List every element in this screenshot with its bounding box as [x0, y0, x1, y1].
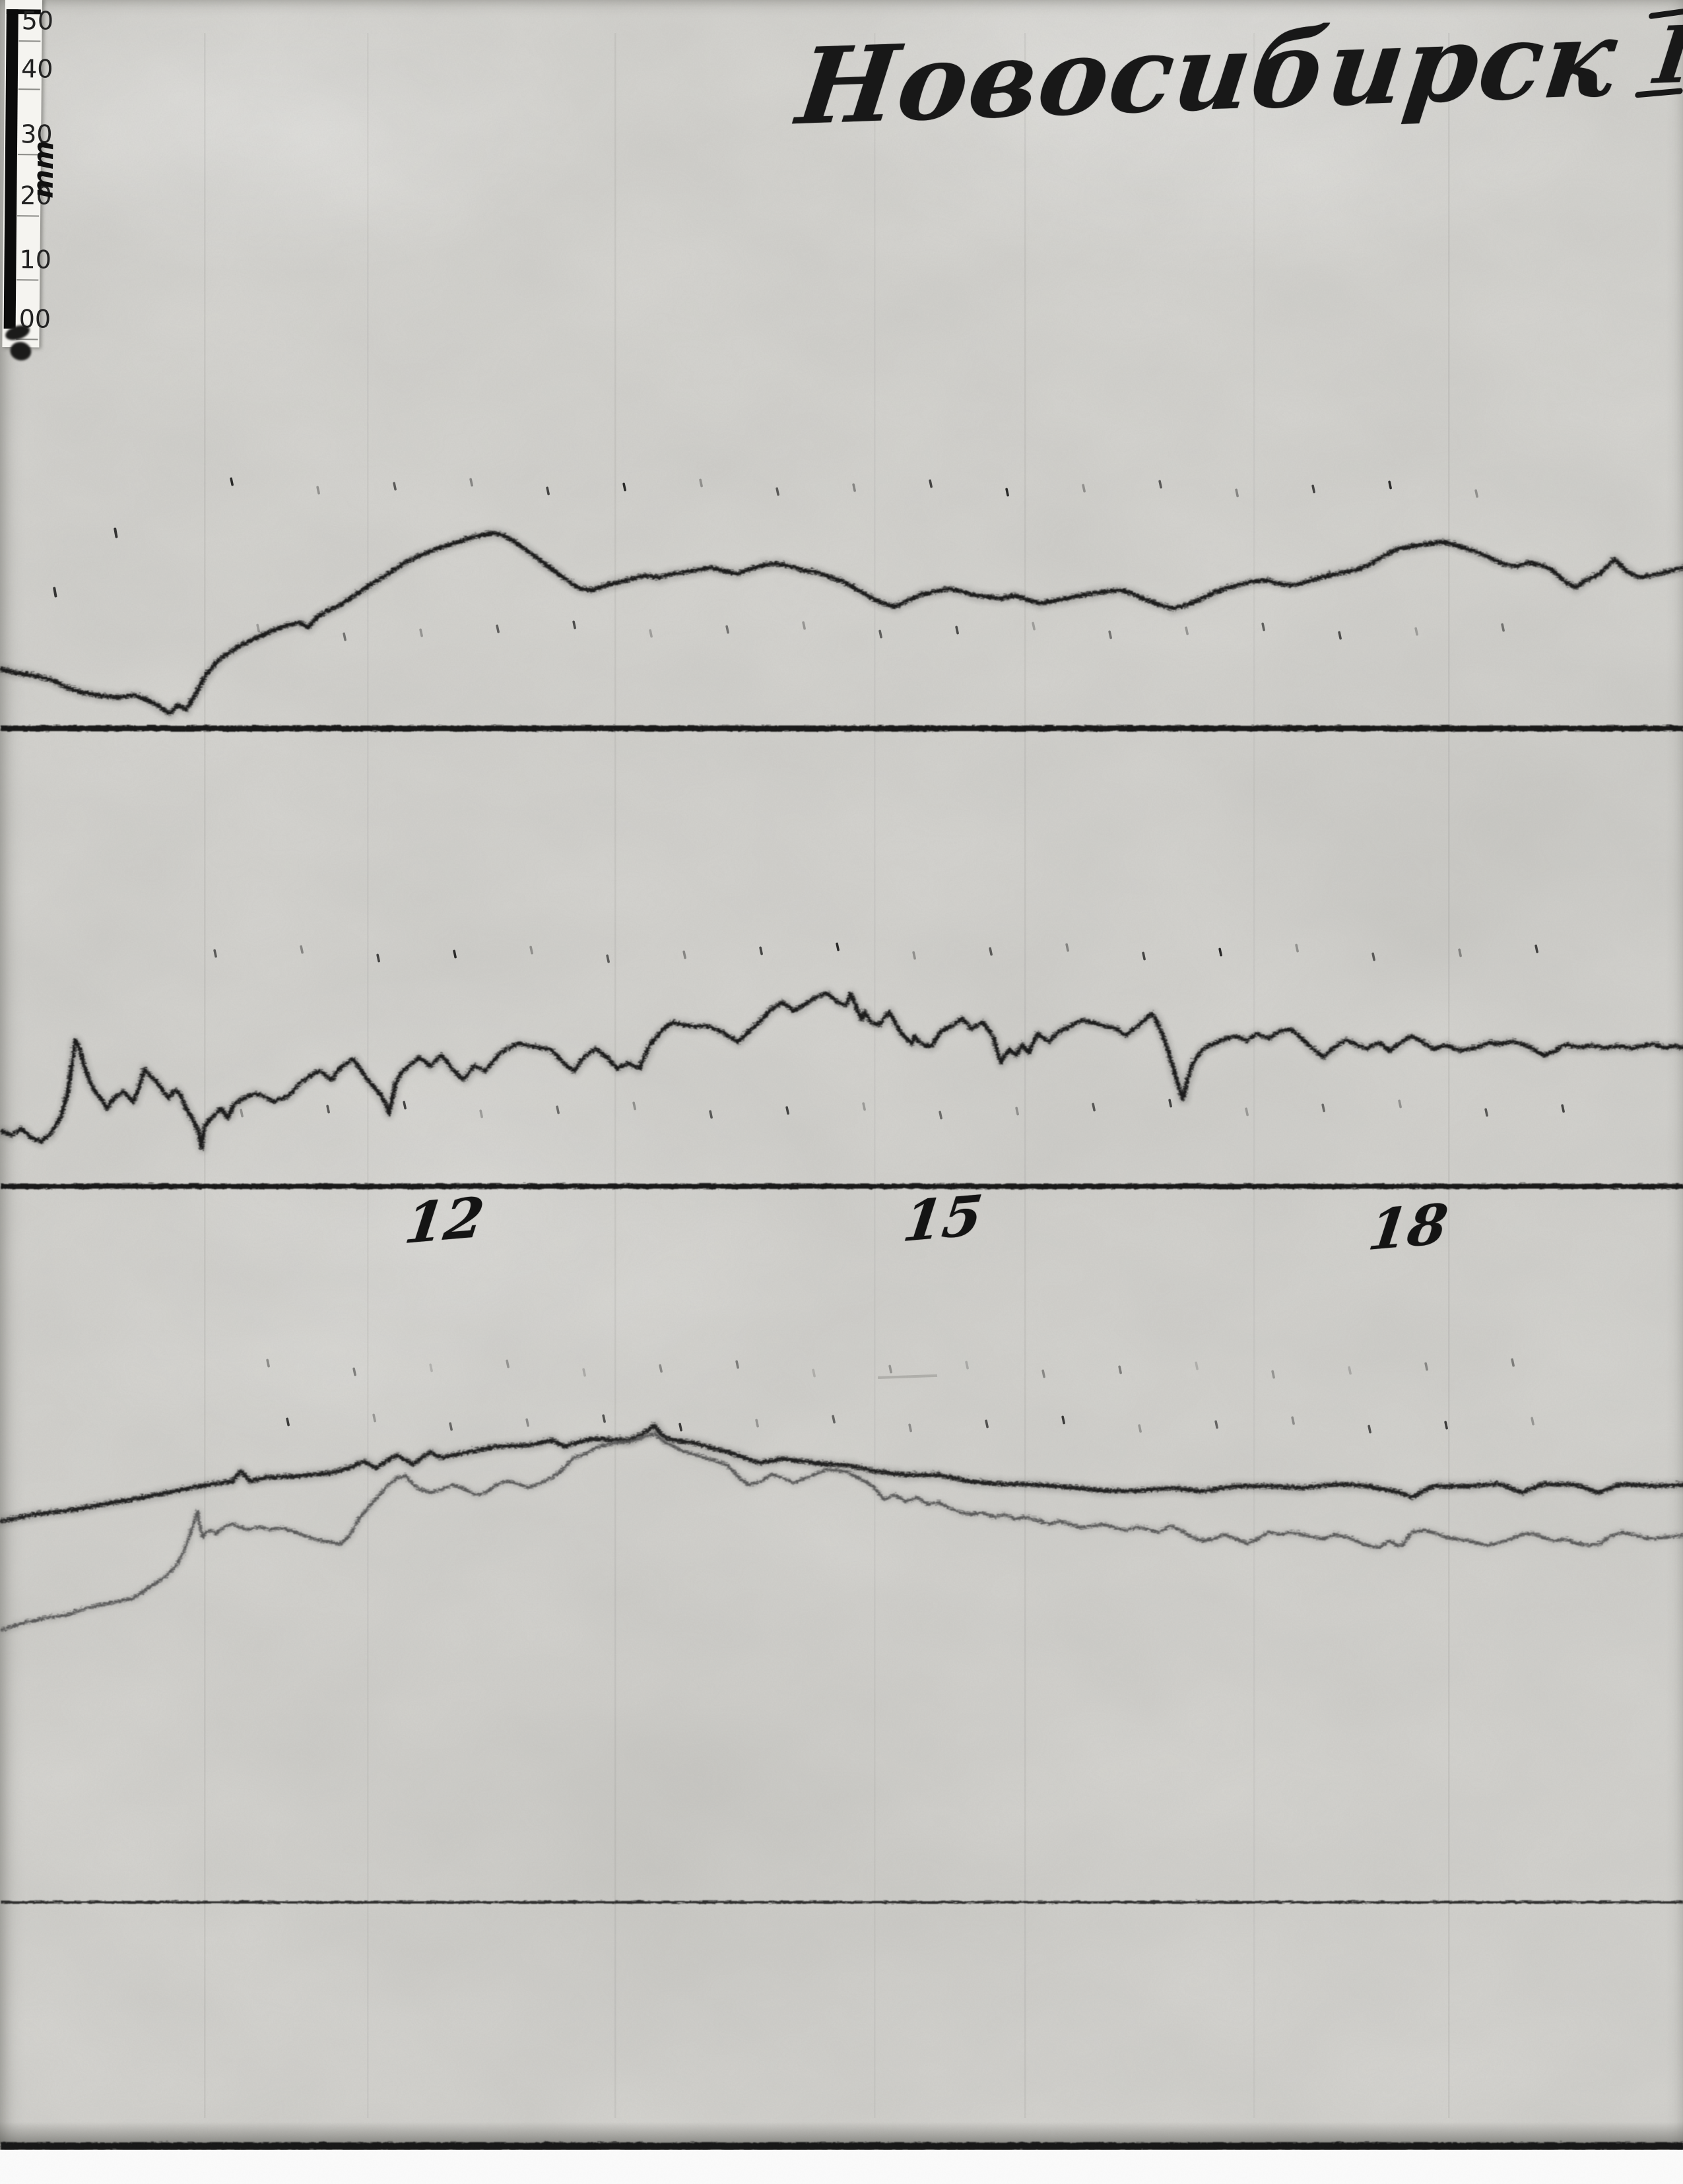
hour-label-18: 18	[1364, 1191, 1451, 1263]
scale-tick-line	[17, 215, 40, 217]
hour-label-15: 15	[899, 1182, 986, 1254]
scale-tick-label: 50	[21, 6, 54, 36]
scale-unit-label: mm	[26, 141, 60, 199]
scale-tick-label: 40	[20, 54, 53, 84]
scale-tick-label: 10	[19, 245, 52, 274]
scanner-background	[0, 2150, 1683, 2184]
roman-numeral-one: I	[1643, 8, 1683, 102]
hour-label-12: 12	[401, 1184, 488, 1256]
mm-scale-bar: 50 40 30 20 10 00 mm	[2, 0, 59, 363]
scale-bar-black-line	[3, 9, 18, 329]
scale-tick-line	[18, 40, 41, 42]
scale-tick-line	[18, 88, 40, 90]
scale-tick-line	[16, 279, 39, 281]
